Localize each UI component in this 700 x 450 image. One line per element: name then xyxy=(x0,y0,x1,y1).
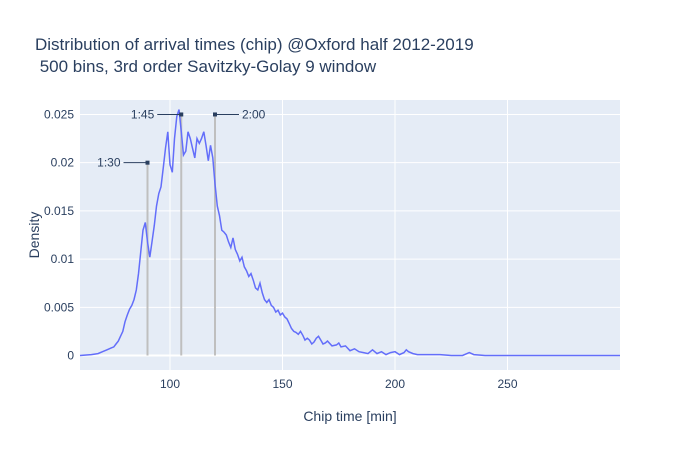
x-tick-label: 150 xyxy=(272,377,292,391)
annotation-arrowhead xyxy=(179,112,184,117)
x-tick-label: 200 xyxy=(385,377,405,391)
y-tick-labels: 0 0.005 0.01 0.015 0.02 0.025 xyxy=(44,107,74,362)
chart-title-line-2: 500 bins, 3rd order Savitzky-Golay 9 win… xyxy=(35,57,377,76)
y-tick-label: 0.015 xyxy=(44,204,74,218)
annotation-label: 2:00 xyxy=(242,107,266,121)
annotation-arrowhead xyxy=(213,112,217,117)
x-tick-labels: 100 150 200 250 xyxy=(160,377,518,391)
y-tick-label: 0.01 xyxy=(51,252,75,266)
x-tick-label: 100 xyxy=(160,377,180,391)
plot-area xyxy=(80,100,620,370)
annotation-label: 1:45 xyxy=(131,107,155,121)
y-tick-label: 0.005 xyxy=(44,300,74,314)
annotation-arrowhead xyxy=(145,160,150,165)
annotation-label: 1:30 xyxy=(97,156,121,170)
chart-title-line-1: Distribution of arrival times (chip) @Ox… xyxy=(35,35,474,54)
x-axis-title: Chip time [min] xyxy=(303,408,396,424)
y-tick-label: 0.025 xyxy=(44,107,74,121)
annotations: 1:30 1:45 2:00 xyxy=(97,107,266,169)
y-tick-label: 0 xyxy=(67,349,74,363)
time-marker-lines xyxy=(146,114,216,356)
y-tick-label: 0.02 xyxy=(51,156,75,170)
y-axis-title: Density xyxy=(26,212,42,259)
density-series-line xyxy=(79,109,620,357)
x-tick-label: 250 xyxy=(497,377,517,391)
